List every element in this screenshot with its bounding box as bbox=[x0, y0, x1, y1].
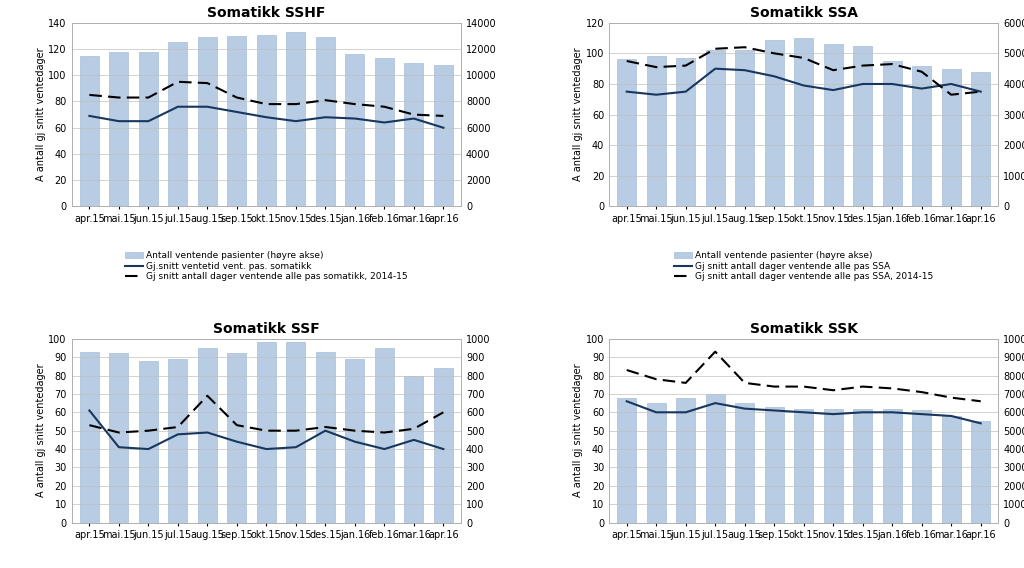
Bar bbox=[883, 408, 902, 523]
Bar bbox=[646, 56, 666, 207]
Bar bbox=[676, 58, 695, 207]
Bar bbox=[676, 398, 695, 523]
Bar bbox=[971, 72, 990, 207]
Title: Somatikk SSHF: Somatikk SSHF bbox=[207, 6, 326, 20]
Bar bbox=[198, 348, 217, 523]
Bar bbox=[110, 353, 128, 523]
Bar bbox=[375, 348, 394, 523]
Bar bbox=[80, 56, 99, 207]
Bar bbox=[168, 359, 187, 523]
Title: Somatikk SSA: Somatikk SSA bbox=[750, 6, 858, 20]
Bar bbox=[287, 343, 305, 523]
Y-axis label: A antall gj snitt ventedager: A antall gj snitt ventedager bbox=[36, 48, 45, 181]
Bar bbox=[765, 40, 783, 207]
Bar bbox=[434, 368, 453, 523]
Bar bbox=[315, 352, 335, 523]
Bar bbox=[912, 65, 931, 207]
Bar bbox=[942, 69, 961, 207]
Bar bbox=[795, 408, 813, 523]
Bar bbox=[257, 35, 275, 207]
Bar bbox=[404, 375, 424, 523]
Bar bbox=[168, 43, 187, 207]
Bar bbox=[110, 52, 128, 207]
Bar bbox=[646, 403, 666, 523]
Bar bbox=[227, 36, 247, 207]
Y-axis label: A antall gj snitt ventedager: A antall gj snitt ventedager bbox=[36, 364, 46, 498]
Y-axis label: A antall gj snitt ventedager: A antall gj snitt ventedager bbox=[572, 48, 583, 181]
Bar bbox=[257, 343, 275, 523]
Legend: Antall ventende pasienter (høyre akse), Gj.snitt ventetid vent. pas. somatikk, G: Antall ventende pasienter (høyre akse), … bbox=[125, 252, 408, 281]
Bar bbox=[912, 411, 931, 523]
Legend: Antall ventende pasienter (høyre akse), Gj snitt antall dager ventende alle pas : Antall ventende pasienter (høyre akse), … bbox=[674, 252, 934, 281]
Bar bbox=[287, 32, 305, 207]
Bar bbox=[80, 352, 99, 523]
Bar bbox=[823, 44, 843, 207]
Title: Somatikk SSK: Somatikk SSK bbox=[750, 322, 858, 336]
Bar bbox=[198, 37, 217, 207]
Bar bbox=[404, 64, 424, 207]
Bar bbox=[345, 359, 365, 523]
Bar bbox=[139, 52, 158, 207]
Bar bbox=[434, 65, 453, 207]
Bar bbox=[227, 353, 247, 523]
Bar bbox=[315, 37, 335, 207]
Bar bbox=[971, 421, 990, 523]
Y-axis label: A antall gj snitt ventedager: A antall gj snitt ventedager bbox=[573, 364, 583, 498]
Bar bbox=[375, 58, 394, 207]
Title: Somatikk SSF: Somatikk SSF bbox=[213, 322, 319, 336]
Bar bbox=[706, 394, 725, 523]
Bar bbox=[735, 403, 755, 523]
Bar bbox=[823, 408, 843, 523]
Bar bbox=[617, 398, 636, 523]
Bar bbox=[853, 45, 872, 207]
Bar bbox=[853, 408, 872, 523]
Bar bbox=[883, 61, 902, 207]
Bar bbox=[617, 60, 636, 207]
Bar bbox=[765, 407, 783, 523]
Bar bbox=[735, 51, 755, 207]
Bar bbox=[795, 38, 813, 207]
Bar bbox=[706, 51, 725, 207]
Bar bbox=[139, 361, 158, 523]
Bar bbox=[345, 54, 365, 207]
Bar bbox=[942, 416, 961, 523]
